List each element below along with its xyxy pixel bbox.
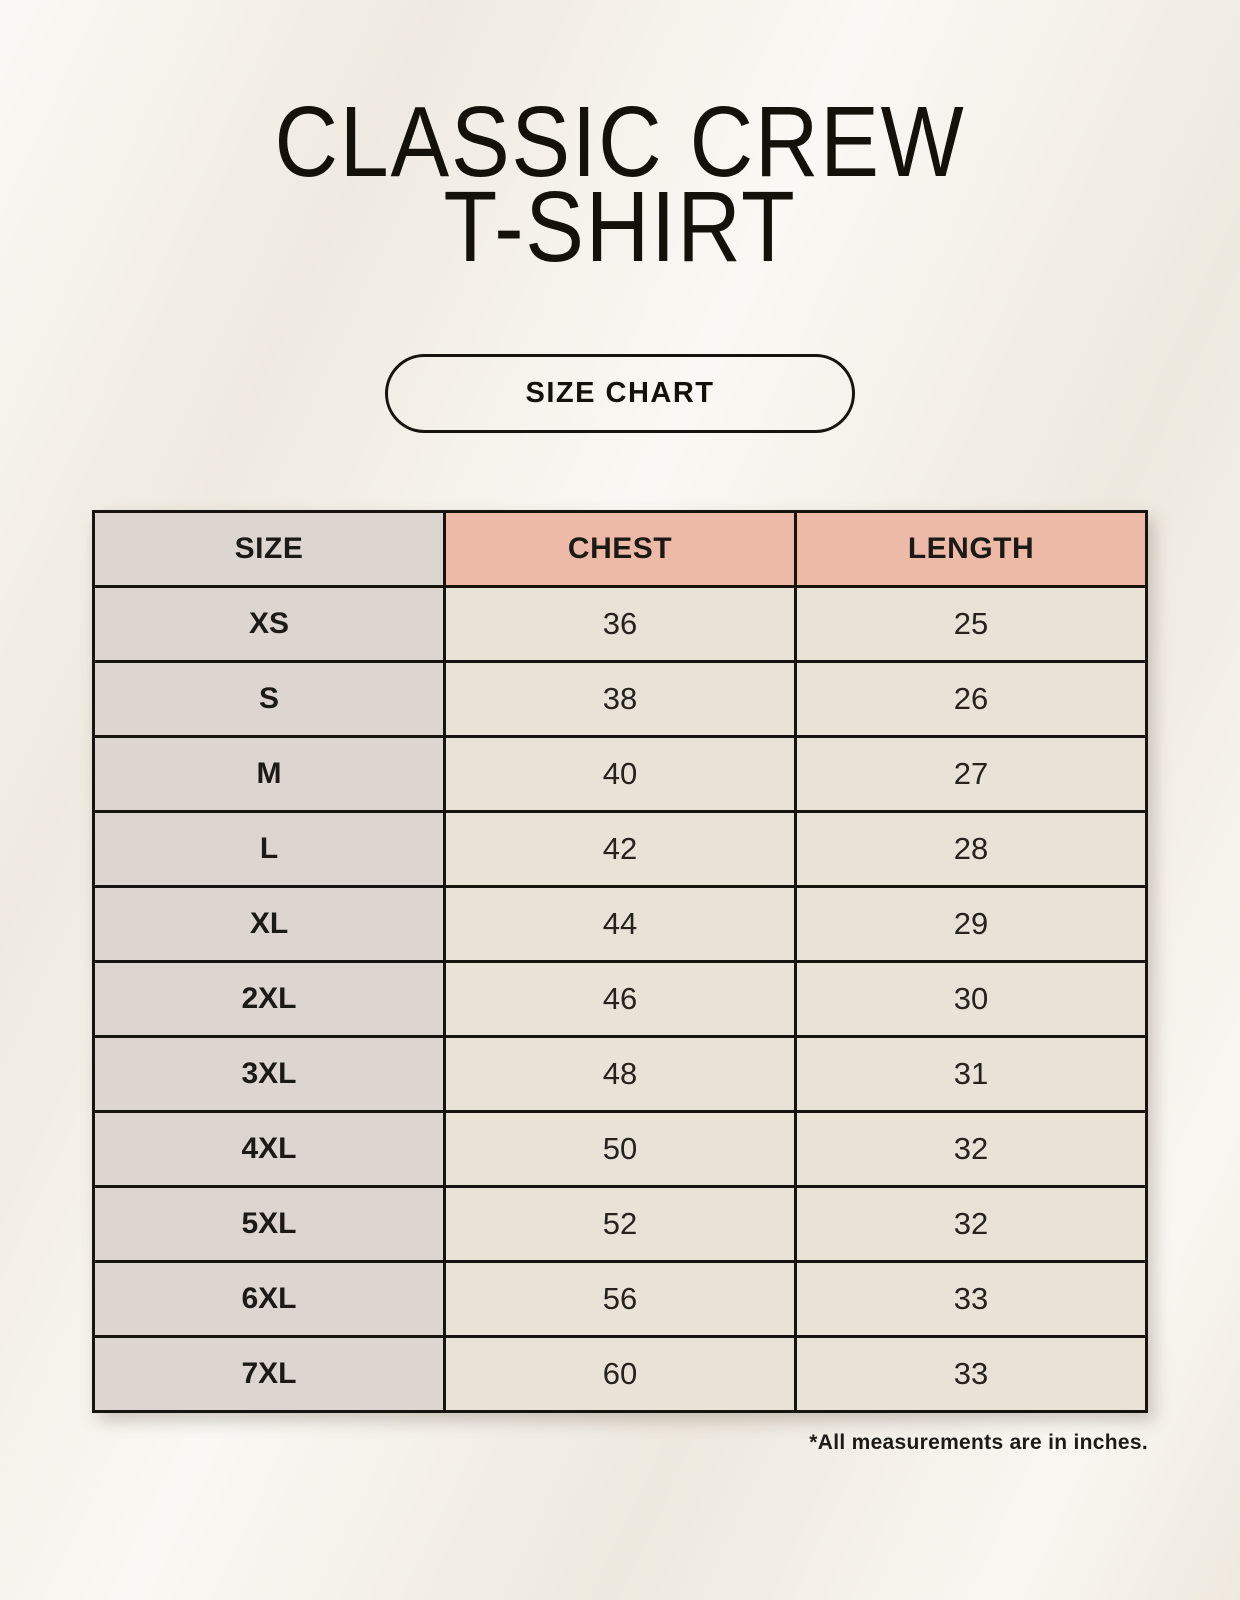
size-table: SIZE CHEST LENGTH XS 36 25 S 38 26 M 40 27 L 42 28 X… — [92, 510, 1148, 1413]
chest-cell: 40 — [443, 735, 797, 813]
table-row: L 42 28 — [92, 810, 1148, 888]
size-cell: 6XL — [92, 1260, 446, 1338]
table-row: XL 44 29 — [92, 885, 1148, 963]
table-row: 6XL 56 33 — [92, 1260, 1148, 1338]
chest-cell: 44 — [443, 885, 797, 963]
size-cell: 4XL — [92, 1110, 446, 1188]
size-cell: M — [92, 735, 446, 813]
length-cell: 31 — [794, 1035, 1148, 1113]
chest-cell: 38 — [443, 660, 797, 738]
chest-cell: 42 — [443, 810, 797, 888]
size-chart-button-label: SIZE CHART — [525, 377, 715, 409]
size-cell: L — [92, 810, 446, 888]
table-row: 4XL 50 32 — [92, 1110, 1148, 1188]
length-cell: 33 — [794, 1335, 1148, 1413]
header-length: LENGTH — [794, 510, 1148, 588]
length-cell: 26 — [794, 660, 1148, 738]
page-title: CLASSIC CREW T-SHIRT — [74, 0, 1165, 277]
size-cell: 7XL — [92, 1335, 446, 1413]
table-row: 5XL 52 32 — [92, 1185, 1148, 1263]
table-header-row: SIZE CHEST LENGTH — [92, 510, 1148, 588]
length-cell: 32 — [794, 1185, 1148, 1263]
size-cell: XL — [92, 885, 446, 963]
length-cell: 27 — [794, 735, 1148, 813]
length-cell: 33 — [794, 1260, 1148, 1338]
table-row: 3XL 48 31 — [92, 1035, 1148, 1113]
size-chart-button[interactable]: SIZE CHART — [385, 354, 855, 433]
header-size: SIZE — [92, 510, 446, 588]
length-cell: 30 — [794, 960, 1148, 1038]
chest-cell: 48 — [443, 1035, 797, 1113]
chest-cell: 50 — [443, 1110, 797, 1188]
measurements-note: *All measurements are in inches. — [809, 1431, 1148, 1454]
size-cell: XS — [92, 585, 446, 663]
title-line-1: CLASSIC CREW — [274, 86, 966, 198]
table-row: 7XL 60 33 — [92, 1335, 1148, 1413]
length-cell: 32 — [794, 1110, 1148, 1188]
chest-cell: 60 — [443, 1335, 797, 1413]
table-row: S 38 26 — [92, 660, 1148, 738]
title-line-2: T-SHIRT — [443, 171, 797, 283]
table-row: 2XL 46 30 — [92, 960, 1148, 1038]
length-cell: 25 — [794, 585, 1148, 663]
header-chest: CHEST — [443, 510, 797, 588]
size-cell: S — [92, 660, 446, 738]
table-row: XS 36 25 — [92, 585, 1148, 663]
size-cell: 2XL — [92, 960, 446, 1038]
chest-cell: 36 — [443, 585, 797, 663]
size-cell: 3XL — [92, 1035, 446, 1113]
chest-cell: 52 — [443, 1185, 797, 1263]
table-row: M 40 27 — [92, 735, 1148, 813]
chest-cell: 56 — [443, 1260, 797, 1338]
chest-cell: 46 — [443, 960, 797, 1038]
length-cell: 29 — [794, 885, 1148, 963]
size-cell: 5XL — [92, 1185, 446, 1263]
size-table-body: XS 36 25 S 38 26 M 40 27 L 42 28 XL 44 29 2XL 46 30 3XL 48 3… — [92, 585, 1148, 1413]
length-cell: 28 — [794, 810, 1148, 888]
